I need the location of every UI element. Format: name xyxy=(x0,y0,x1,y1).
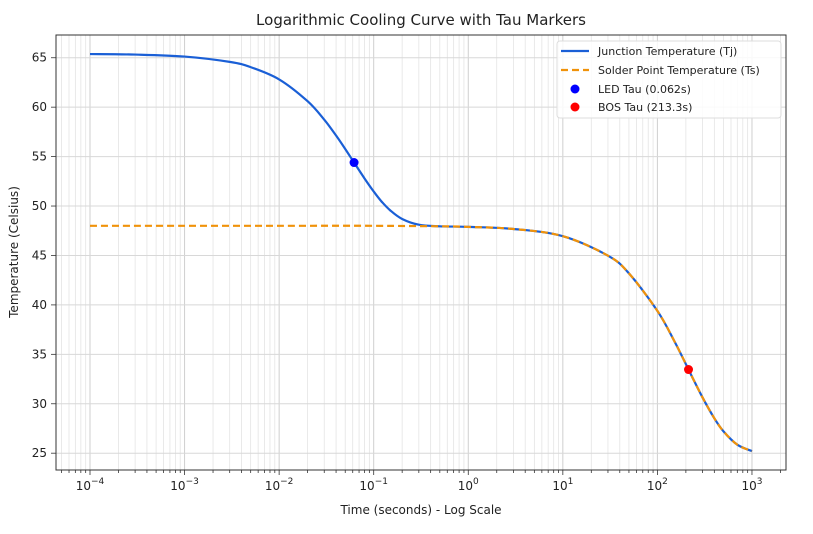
y-tick-label: 30 xyxy=(32,397,47,411)
x-tick-label: 102 xyxy=(647,477,668,493)
y-tick-label: 25 xyxy=(32,446,47,460)
x-tick-label: 10−3 xyxy=(170,477,199,493)
legend-label-led: LED Tau (0.062s) xyxy=(598,83,691,96)
y-axis-ticks: 25 30 35 40 45 50 55 60 65 xyxy=(32,51,56,460)
bos-tau-marker xyxy=(684,365,694,375)
x-tick-label: 10−4 xyxy=(76,477,105,493)
x-tick-label: 103 xyxy=(741,477,762,493)
y-axis-label: Temperature (Celsius) xyxy=(7,186,21,319)
solder-point-temperature-line xyxy=(89,224,753,453)
y-tick-label: 35 xyxy=(32,347,47,361)
y-tick-label: 60 xyxy=(32,100,47,114)
x-tick-label: 10−2 xyxy=(265,477,294,493)
legend-label-ts: Solder Point Temperature (Ts) xyxy=(598,64,760,77)
legend-marker-led xyxy=(570,84,580,94)
y-tick-label: 45 xyxy=(32,248,47,262)
x-tick-label: 101 xyxy=(552,477,573,493)
legend-label-tj: Junction Temperature (Tj) xyxy=(597,45,737,58)
chart-title: Logarithmic Cooling Curve with Tau Marke… xyxy=(256,11,586,29)
led-tau-marker xyxy=(349,158,359,168)
x-axis-label: Time (seconds) - Log Scale xyxy=(339,503,501,517)
legend-marker-bos xyxy=(570,102,580,112)
legend-box xyxy=(556,40,782,119)
y-tick-label: 50 xyxy=(32,199,47,213)
x-tick-label: 100 xyxy=(458,477,479,493)
axes-frame xyxy=(55,34,787,471)
legend-label-bos: BOS Tau (213.3s) xyxy=(598,101,692,114)
x-tick-label: 10−1 xyxy=(359,477,388,493)
y-tick-label: 40 xyxy=(32,298,47,312)
legend: Junction Temperature (Tj) Solder Point T… xyxy=(556,40,782,119)
y-tick-label: 65 xyxy=(32,51,47,65)
y-tick-label: 55 xyxy=(32,150,47,164)
plot-area xyxy=(89,52,753,453)
x-axis-ticks: 10−4 10−3 10−2 10−1 100 101 102 103 xyxy=(61,470,781,493)
